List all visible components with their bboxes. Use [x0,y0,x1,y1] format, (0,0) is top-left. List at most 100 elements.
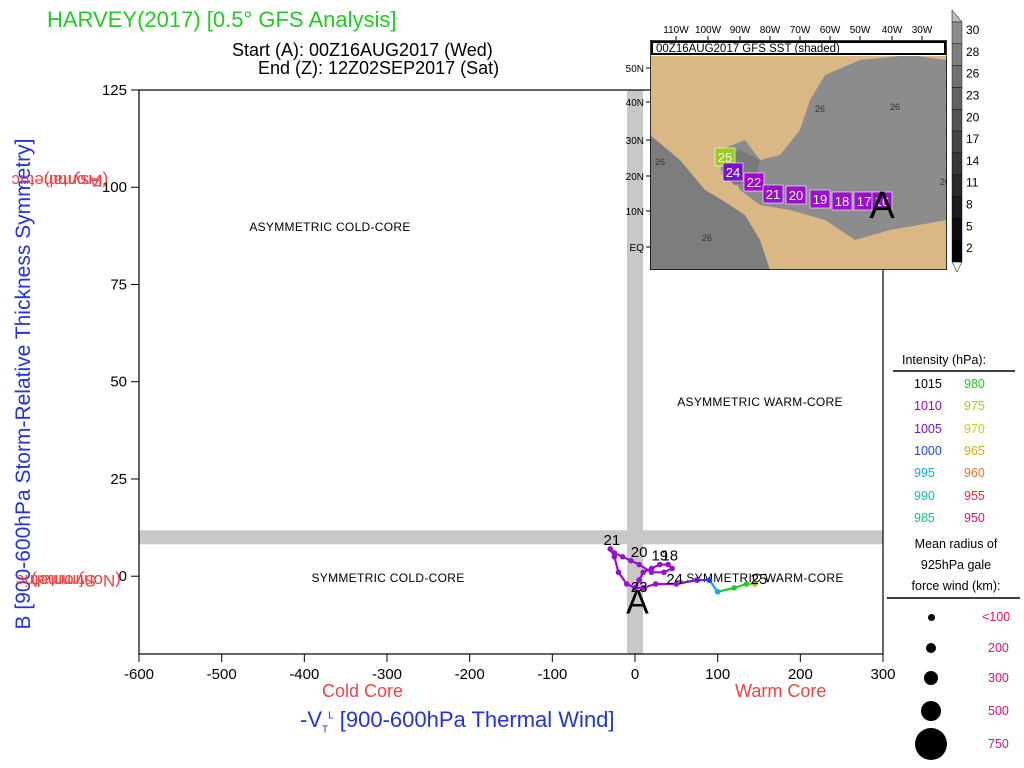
colorbar-label: 30 [966,23,980,37]
colorbar-segment [951,152,963,175]
radius-label: 300 [988,671,1009,685]
plot-frame [138,89,884,655]
radius-dot [926,643,936,653]
y-tick-label: 100 [102,179,127,196]
map-track-box [871,191,893,211]
colorbar-label: 26 [966,67,980,81]
inset-map-frame: 110W 100W 90W 80W 70W 60W 50W 40W 30W50N40N30N20… [626,9,980,273]
track-point [640,585,647,591]
x-tick-label: 0 [631,666,639,683]
colorbar-label: 20 [966,110,980,124]
track-point [661,569,667,576]
track-point [619,553,626,560]
y-tick-label: 125 [102,82,127,99]
map-lon-label: 70W [790,25,811,36]
x-tick-label: -500 [207,666,237,683]
map-track-box [722,162,744,182]
map-contour-label: 26 [702,233,712,243]
radius-label: 750 [988,737,1009,751]
x-tick-label: -200 [455,666,485,683]
y-tick-label: 50 [110,374,127,391]
track-point [611,550,618,556]
day-label: 19 [651,548,668,565]
map-track-box [831,191,853,211]
radius-title: Mean radius of 925hPa gale force wind (k… [911,537,1001,593]
map-start-marker: A [869,185,895,227]
legend-pressure-right: 965 [964,443,985,458]
map-track-label: 21 [766,187,780,202]
colorbar-label: 28 [966,45,980,59]
legend-pressure-right: 960 [964,466,985,481]
x-tick-label: -100 [537,666,567,683]
day-label: 24 [666,571,683,588]
map-lat-label: 30N [626,136,644,147]
track-point [669,565,675,572]
track-point [636,561,642,568]
inset-sst-map: 00Z16AUG2017 GFS SST (shaded) 2626262626… [650,40,947,270]
track-point [652,581,659,587]
map-track-box [785,185,807,205]
warm-core-label: Warm Core [735,681,827,701]
day-label: 25 [751,571,768,588]
map-track-label: 25 [718,150,732,165]
map-contour-label: 26 [655,157,665,167]
colorbar-label: 8 [966,198,973,212]
track-point [731,585,737,591]
map-lat-label: 50N [626,64,644,75]
legend-pressure-right: 955 [964,488,985,503]
map-track-label: 20 [789,188,803,203]
radius-dot [927,613,935,621]
colorbar-segment [951,87,963,110]
track-point [623,581,630,587]
map-lon-label: 60W [820,25,841,36]
track-point [665,561,671,568]
colorbar-segment [951,218,963,241]
day-label: 21 [604,532,621,549]
legend-pressure-right: 950 [964,510,985,525]
track-point [632,585,638,591]
legend-pressure-right: 970 [964,421,985,436]
radius-label: <100 [982,610,1011,624]
y-tick-label: 25 [110,471,127,488]
colorbar-label: 11 [966,176,979,190]
colorbar-top-arrow [951,9,963,23]
legend-title: Intensity (hPa): [902,353,987,367]
map-contour-labels: 26 26 26 26 26 [655,102,947,243]
track-point [636,577,642,583]
inset-map-title: 00Z16AUG2017 GFS SST (shaded) [656,43,840,55]
legend-pressure-left: 1000 [914,443,942,458]
track-point [648,565,655,572]
colorbar-label: 14 [966,154,980,168]
track-point [673,581,680,587]
colorbar-label: 17 [966,132,980,146]
day-label: 18 [661,548,678,565]
map-lon-label: 100W [695,25,722,36]
track-point [611,553,618,560]
track-segment [717,586,735,593]
legend-pressure-right: 975 [964,399,985,414]
radius-dot [924,671,938,685]
colorbar-segment [951,65,963,88]
legend-pressure-left: 1005 [914,421,942,436]
map-lon-label: 80W [760,25,781,36]
x-tick-label: -400 [289,666,319,683]
legend-pressure-right: 980 [964,377,985,391]
map-contour-label: 26 [940,177,947,187]
colorbar-segment [951,239,963,263]
legend-pressure-left: 1015 [914,377,942,391]
cold-core-label: Cold Core [322,681,404,701]
radius-dot [915,728,947,760]
end-time: End (Z): 12Z02SEP2017 (Sat) [258,58,500,78]
colorbar-label: 2 [966,241,973,255]
day-label: 23 [631,579,648,596]
map-lat-label: EQ [630,243,645,254]
track-point [640,569,647,576]
radius-label: 500 [988,704,1009,718]
colorbar-label: 5 [966,219,973,233]
colorbar-label: 23 [966,88,980,102]
track-point [743,581,750,587]
map-lon-label: 110W [663,25,689,36]
colorbar-segment [951,21,963,45]
